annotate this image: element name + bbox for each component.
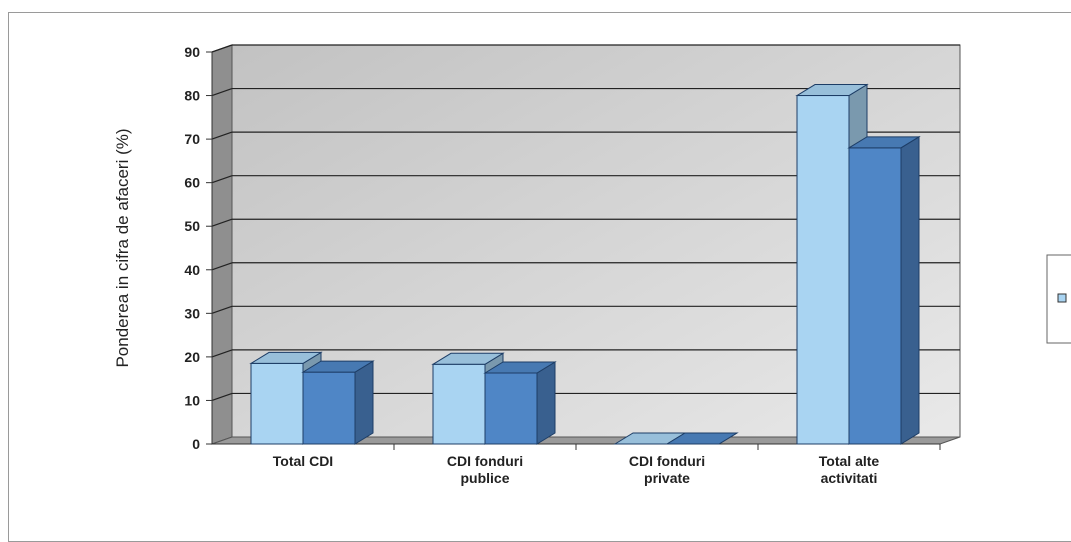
gridline-side bbox=[211, 262, 233, 271]
x-category-label: Total alte activitati bbox=[819, 453, 880, 486]
bar-top-face bbox=[665, 432, 739, 445]
y-tick-label: 0 bbox=[192, 436, 200, 452]
y-tick-label: 70 bbox=[184, 131, 200, 147]
y-tick-label: 90 bbox=[184, 44, 200, 60]
bar-top-face bbox=[431, 352, 505, 365]
x-category-label-line: Total CDI bbox=[273, 453, 333, 469]
bar-1-series-2 bbox=[301, 360, 375, 445]
bar-front-face bbox=[796, 95, 850, 445]
legend-swatch-series-1 bbox=[1057, 293, 1067, 303]
bar-front-face bbox=[250, 362, 304, 445]
gridline-side bbox=[211, 218, 233, 227]
bar-3-series-2 bbox=[665, 432, 739, 445]
plot-walls bbox=[211, 44, 961, 445]
legend bbox=[1046, 254, 1071, 344]
bar-top-face bbox=[483, 361, 557, 374]
x-category-label: Total CDI bbox=[273, 453, 333, 469]
bar-top-face bbox=[847, 136, 921, 149]
y-axis-label: Ponderea in cifra de afaceri (%) bbox=[113, 128, 132, 367]
gridline-side bbox=[211, 87, 233, 97]
bar-top-face bbox=[249, 351, 323, 364]
bar-front-face bbox=[848, 147, 902, 445]
gridline-side bbox=[211, 392, 233, 402]
bar-side-face bbox=[900, 135, 920, 445]
y-tick-label: 30 bbox=[184, 305, 200, 321]
gridline-side bbox=[211, 44, 233, 53]
y-tick-label: 20 bbox=[184, 349, 200, 365]
x-category-label: CDI fonduri publice bbox=[447, 453, 523, 486]
gridline-side bbox=[211, 305, 233, 314]
x-category-label-line: publice bbox=[460, 470, 509, 486]
x-category-label-line: Total alte bbox=[819, 453, 880, 469]
bar-4-series-2 bbox=[847, 135, 921, 445]
bar-side-face bbox=[354, 360, 374, 445]
bars bbox=[249, 83, 921, 445]
x-category-label-line: private bbox=[644, 470, 690, 486]
y-tick-label: 50 bbox=[184, 218, 200, 234]
x-category-label: CDI fonduri private bbox=[629, 453, 705, 486]
bar-side-face bbox=[536, 361, 556, 445]
x-category-label-line: CDI fonduri bbox=[629, 453, 705, 469]
x-category-label-line: CDI fonduri bbox=[447, 453, 523, 469]
bar-front-face bbox=[484, 372, 538, 445]
bar-top-face bbox=[301, 360, 375, 373]
gridline-side bbox=[211, 349, 233, 358]
y-tick-label: 40 bbox=[184, 262, 200, 278]
legend-box bbox=[1046, 254, 1071, 344]
bar-top-face bbox=[795, 84, 869, 97]
side-wall bbox=[211, 44, 233, 445]
x-category-label-line: activitati bbox=[821, 470, 878, 486]
gridline-side bbox=[211, 131, 233, 140]
y-tick-label: 80 bbox=[184, 88, 200, 104]
gridline-side bbox=[211, 175, 233, 184]
y-tick-labels: 0 10 20 30 40 50 60 70 80 90 bbox=[184, 44, 200, 452]
y-tick-label: 60 bbox=[184, 175, 200, 191]
y-tick-label: 10 bbox=[184, 392, 200, 408]
bar-front-face bbox=[432, 363, 486, 445]
bar-front-face bbox=[302, 371, 356, 445]
bar-2-series-2 bbox=[483, 361, 557, 445]
